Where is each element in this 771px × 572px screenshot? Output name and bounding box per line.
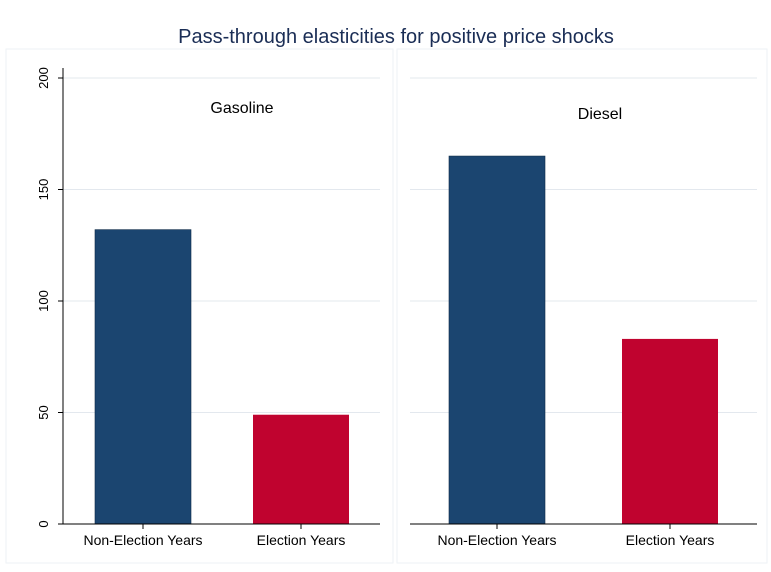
bar-gasoline-election — [253, 414, 349, 524]
panel-title: Diesel — [578, 106, 622, 123]
x-tick-label: Non-Election Years — [437, 532, 556, 548]
y-tick-label: 50 — [36, 405, 51, 419]
bar-diesel-non-election — [448, 155, 546, 525]
y-tick-label: 100 — [36, 290, 51, 312]
y-tick-label: 200 — [36, 67, 51, 89]
bar-diesel-election — [622, 338, 718, 524]
panel-title: Gasoline — [210, 100, 273, 117]
chart-title: Pass-through elasticities for positive p… — [178, 26, 614, 48]
y-tick-label: 0 — [36, 520, 51, 527]
bar-gasoline-non-election — [94, 229, 192, 525]
x-tick-label: Non-Election Years — [83, 532, 202, 548]
y-tick-label: 150 — [36, 179, 51, 201]
x-tick-label: Election Years — [257, 532, 346, 548]
x-tick-label: Election Years — [626, 532, 715, 548]
